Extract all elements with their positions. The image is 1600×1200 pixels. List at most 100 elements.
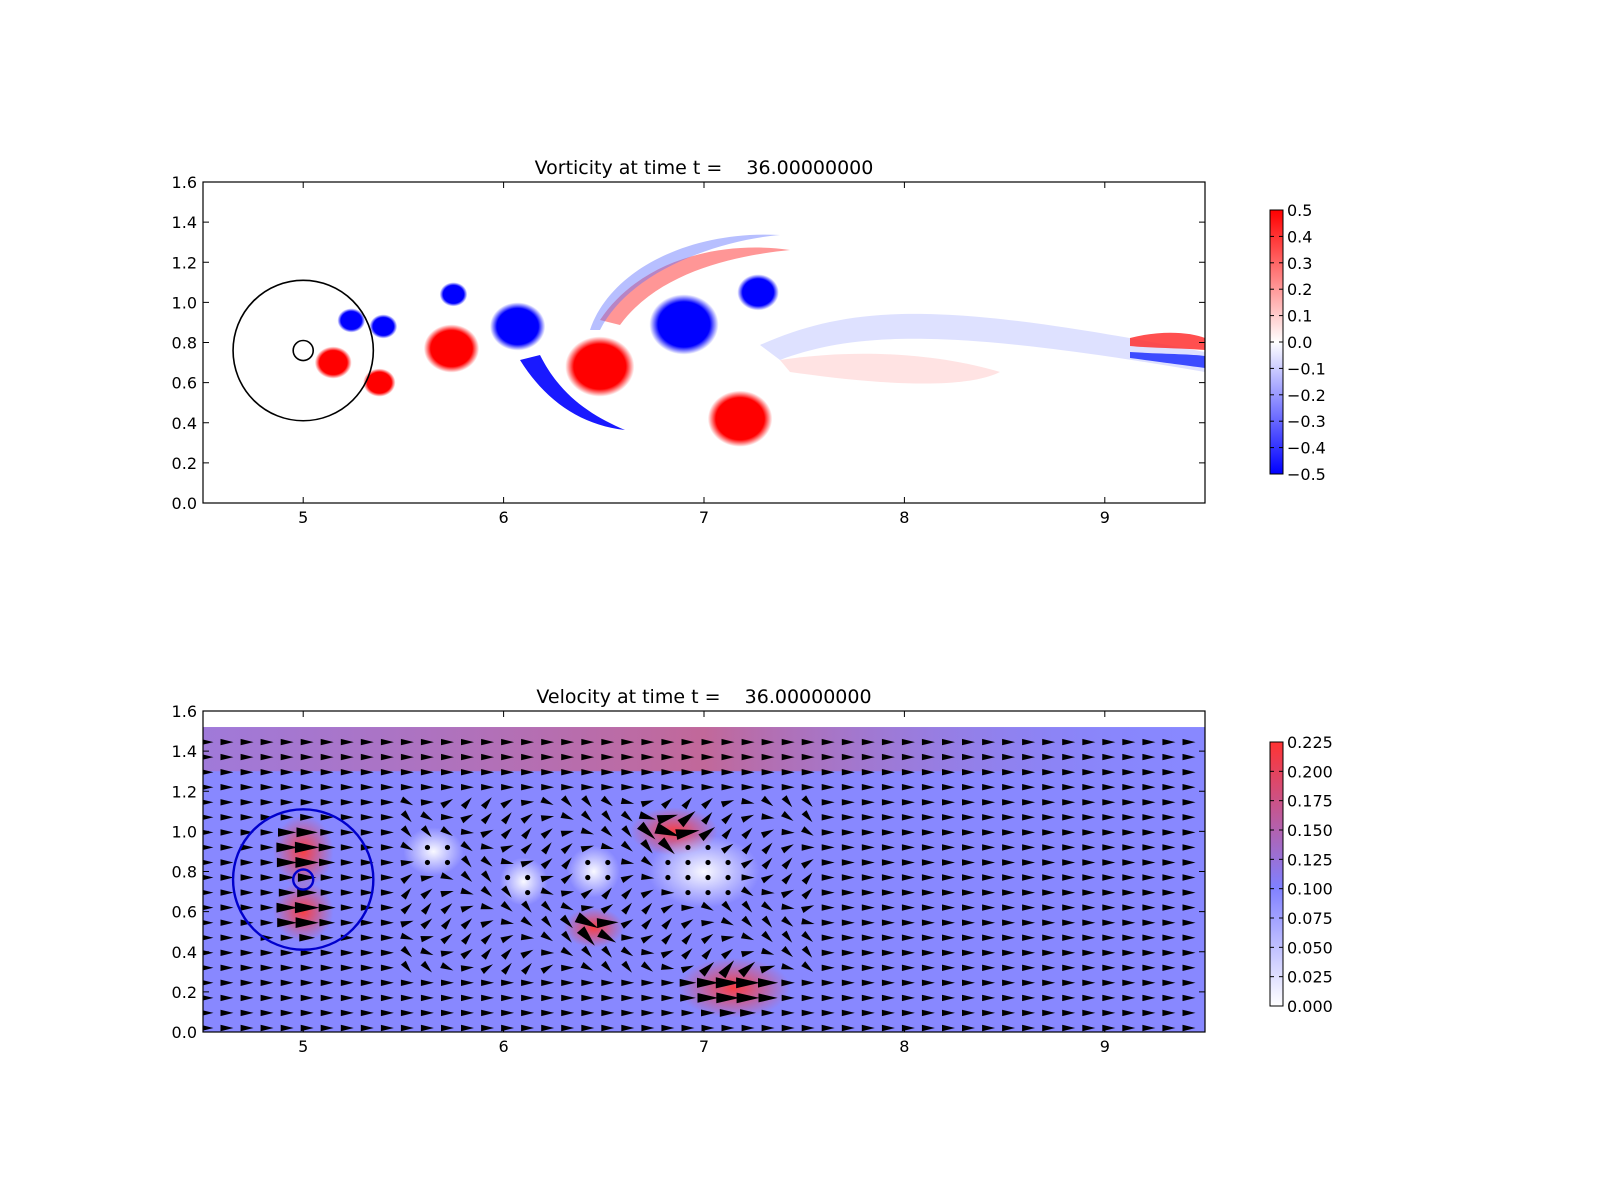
quiver-arrow: [501, 1024, 515, 1032]
quiver-arrow: [400, 960, 412, 973]
quiver-arrow: [821, 919, 835, 926]
trail-blue-right: [1130, 352, 1205, 368]
quiver-arrow: [661, 889, 675, 896]
quiver-arrow: [661, 917, 673, 930]
y-tick-label: 1.4: [172, 213, 197, 232]
quiver-arrow: [1182, 979, 1196, 986]
quiver-arrow: [300, 769, 314, 776]
quiver-arrow: [319, 918, 336, 927]
quiver-arrow: [601, 994, 615, 1002]
quiver-arrow: [821, 784, 835, 791]
quiver-arrow: [761, 857, 773, 870]
quiver-arrow: [380, 829, 394, 836]
quiver-arrow: [720, 843, 734, 854]
quiver-arrow: [721, 1024, 735, 1032]
quiver-arrow: [982, 799, 996, 806]
quiver-arrow: [440, 962, 454, 971]
quiver-arrow: [540, 964, 554, 974]
quiver-arrow: [561, 1009, 575, 1017]
quiver-arrow: [621, 825, 632, 838]
quiver-arrow: [740, 932, 755, 941]
quiver-arrow: [420, 825, 432, 838]
quiver-arrow: [881, 904, 895, 911]
y-tick-label: 0.2: [172, 454, 197, 473]
quiver-arrow: [340, 1009, 354, 1017]
quiver-arrow: [601, 1009, 615, 1017]
quiver-arrow: [736, 992, 760, 1004]
quiver-arrow: [1022, 1024, 1036, 1032]
quiver-arrow: [400, 796, 414, 806]
quiver-arrow: [400, 784, 414, 791]
quiver-arrow: [220, 769, 234, 776]
quiver-arrow: [420, 753, 434, 761]
quiver-arrow: [801, 753, 815, 761]
quiver-arrow: [761, 769, 775, 776]
quiver-arrow: [203, 995, 214, 1001]
quiver-arrow: [420, 994, 434, 1002]
colorbar-tick-label: 0.075: [1287, 909, 1333, 928]
quiver-arrow: [260, 1009, 274, 1017]
quiver-arrow: [680, 919, 694, 929]
quiver-arrow: [1182, 964, 1196, 971]
quiver-arrow: [740, 814, 755, 823]
quiver-arrow: [500, 845, 514, 853]
quiver-arrow: [601, 1024, 615, 1032]
quiver-arrow: [340, 1024, 354, 1032]
quiver-arrow: [420, 1009, 434, 1017]
quiver-arrow: [1102, 844, 1116, 851]
quiver-arrow: [715, 977, 741, 989]
quiver-arrow: [561, 784, 575, 791]
quiver-arrow: [881, 844, 895, 851]
quiver-arrow: [560, 843, 573, 855]
quiver-arrow: [721, 738, 735, 746]
quiver-arrow: [1182, 753, 1196, 761]
quiver-arrow: [1002, 799, 1016, 806]
quiver-arrow: [942, 753, 955, 761]
quiver-arrow: [260, 738, 274, 746]
quiver-arrow: [1102, 904, 1116, 911]
quiver-arrow: [1162, 979, 1176, 986]
quiver-arrow: [220, 949, 234, 956]
quiver-arrow: [821, 829, 835, 836]
quiver-arrow: [780, 889, 795, 899]
quiver-arrow: [942, 844, 955, 851]
quiver-arrow: [520, 860, 534, 868]
quiver-arrow: [460, 814, 474, 824]
quiver-arrow: [480, 797, 492, 810]
quiver-arrow: [1182, 829, 1196, 836]
quiver-arrow: [481, 753, 495, 761]
quiver-arrow: [340, 874, 354, 881]
quiver-arrow: [481, 870, 492, 883]
quiver-arrow: [942, 889, 955, 896]
quiver-arrow: [1182, 889, 1196, 896]
quiver-arrow: [461, 784, 474, 791]
quiver-arrow: [718, 960, 735, 979]
cylinder-overlays: [231, 808, 375, 951]
positive-vortex: [707, 390, 773, 447]
quiver-arrow: [982, 919, 996, 926]
quiver-arrow: [1062, 784, 1076, 791]
quiver-arrow: [501, 812, 512, 825]
quiver-arrow: [681, 738, 695, 746]
quiver-arrow: [661, 932, 673, 945]
quiver-arrow: [1082, 919, 1096, 926]
quiver-arrow: [541, 1024, 555, 1032]
quiver-arrow: [901, 829, 915, 836]
quiver-arrow: [360, 859, 374, 866]
y-tick-label: 0.8: [172, 863, 197, 882]
quiver-arrow: [420, 902, 432, 915]
quiver-arrow: [1002, 949, 1016, 956]
quiver-arrow: [942, 738, 955, 746]
quiver-arrow: [841, 919, 855, 926]
quiver-arrow: [481, 1024, 495, 1032]
quiver-arrow: [581, 769, 595, 776]
quiver-arrow: [1182, 949, 1196, 956]
quiver-arrow: [921, 844, 935, 851]
quiver-arrow: [1042, 784, 1056, 791]
quiver-arrow: [740, 859, 754, 869]
quiver-arrow: [400, 945, 413, 958]
quiver-arrow: [681, 1024, 695, 1032]
quiver-arrow: [559, 914, 573, 929]
quiver-arrow: [881, 784, 895, 791]
